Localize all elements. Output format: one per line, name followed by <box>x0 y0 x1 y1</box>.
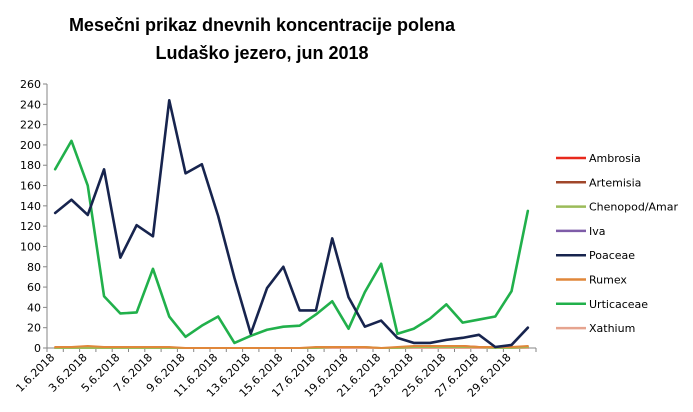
legend-label-poaceae: Poaceae <box>589 249 635 262</box>
y-tick-label: 40 <box>27 301 41 314</box>
legend-label-xathium: Xathium <box>589 322 635 335</box>
y-axis: 0 20 40 60 80 100 120 140 160 180 200 220 240 260 <box>20 78 48 355</box>
legend-label-artemisia: Artemisia <box>589 176 641 189</box>
legend-label-iva: Iva <box>589 225 606 238</box>
series-layer <box>53 98 530 349</box>
legend-label-ambrosia: Ambrosia <box>589 152 641 165</box>
y-tick-label: 140 <box>20 200 41 213</box>
series-line-urticaceae <box>53 139 530 345</box>
y-tick-label: 60 <box>27 281 41 294</box>
y-tick-label: 80 <box>27 261 41 274</box>
x-axis: 1.6.20183.6.20185.6.20187.6.20189.6.2018… <box>13 347 537 400</box>
y-tick-label: 120 <box>20 220 41 233</box>
y-tick-label: 160 <box>20 180 41 193</box>
y-tick-label: 220 <box>20 119 41 132</box>
legend-label-urticaceae: Urticaceae <box>589 298 648 311</box>
y-tick-label: 260 <box>20 78 41 91</box>
y-tick-label: 0 <box>34 342 41 355</box>
series-line-rumex <box>54 344 529 349</box>
y-tick-label: 20 <box>27 322 41 335</box>
y-tick-label: 240 <box>20 98 41 111</box>
legend-label-chenopod-amar: Chenopod/Amar <box>589 201 679 214</box>
y-tick-label: 100 <box>20 240 41 253</box>
chart-title: Mesečni prikaz dnevnih koncentracije pol… <box>69 15 456 35</box>
series-line-poaceae <box>53 98 530 349</box>
legend: Ambrosia Artemisia Chenopod/Amar Iva Poaceae… <box>556 152 679 335</box>
y-tick-label: 200 <box>20 139 41 152</box>
chart-subtitle: Ludaško jezero, jun 2018 <box>155 43 368 63</box>
y-tick-label: 180 <box>20 159 41 172</box>
legend-label-rumex: Rumex <box>589 274 627 287</box>
